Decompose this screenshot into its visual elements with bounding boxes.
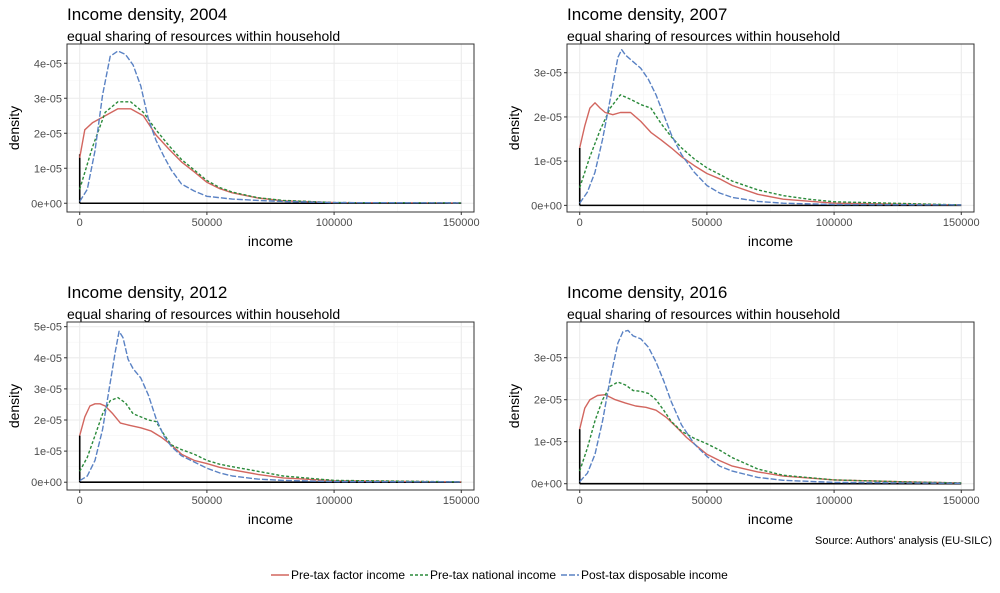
y-tick-label: 4e-05 [34,353,62,365]
y-tick-label: 3e-05 [534,68,562,80]
legend-label: Post-tax disposable income [581,568,728,582]
series-line-disposable [579,49,962,206]
y-tick-label: 2e-05 [534,112,562,124]
x-tick-label: 150000 [443,495,480,507]
y-tick-label: 0e+00 [31,198,62,210]
series-line-factor [579,102,962,206]
plot-frame [566,321,975,491]
x-axis-title: income [748,233,793,249]
legend-item-factor: Pre-tax factor income [271,568,405,582]
series-line-disposable [579,329,962,484]
chart-panel-4: Income density, 2016 equal sharing of res… [506,283,980,527]
series-line-national [579,94,962,206]
x-tick-label: 0 [577,495,583,507]
x-tick-label: 150000 [443,217,480,229]
y-tick-label: 3e-05 [34,93,62,105]
y-axis-title: density [6,106,22,150]
x-axis-title: income [248,511,293,527]
panel-subtitle: equal sharing of resources within househ… [567,28,840,44]
y-axis-title: density [506,384,522,428]
plot-frame [66,321,475,491]
legend-item-national: Pre-tax national income [410,568,556,582]
x-tick-label: 50000 [692,217,723,229]
y-axis-title: density [506,106,522,150]
x-tick-label: 0 [77,217,83,229]
series-line-factor [79,403,462,483]
series-line-national [79,101,462,204]
x-axis-title: income [748,511,793,527]
x-tick-label: 100000 [816,217,853,229]
legend: Pre-tax factor income Pre-tax national in… [271,568,728,582]
x-tick-label: 150000 [943,217,980,229]
x-tick-label: 100000 [816,495,853,507]
x-tick-label: 100000 [316,495,353,507]
y-tick-label: 4e-05 [34,58,62,70]
x-tick-label: 50000 [692,495,723,507]
y-tick-label: 2e-05 [34,415,62,427]
panel-subtitle: equal sharing of resources within househ… [67,28,340,44]
x-tick-label: 0 [577,217,583,229]
series-line-disposable [79,50,462,204]
y-tick-label: 1e-05 [534,437,562,449]
gridlines [67,44,474,212]
y-axis-title: density [6,384,22,428]
y-tick-label: 0e+00 [531,479,562,491]
x-tick-label: 150000 [943,495,980,507]
y-tick-label: 5e-05 [34,322,62,334]
legend-label: Pre-tax national income [430,568,556,582]
panel-subtitle: equal sharing of resources within househ… [67,306,340,322]
plot-frame [566,43,975,213]
y-tick-label: 1e-05 [34,446,62,458]
x-tick-label: 0 [77,495,83,507]
panel-title: Income density, 2016 [567,283,727,302]
panel-title: Income density, 2012 [67,283,227,302]
y-tick-label: 3e-05 [34,384,62,396]
series-line-factor [579,394,962,484]
y-tick-label: 1e-05 [34,163,62,175]
y-tick-label: 2e-05 [34,128,62,140]
chart-panel-3: Income density, 2012 equal sharing of res… [6,283,480,527]
source-caption: Source: Authors' analysis (EU-SILC) [815,535,992,547]
y-tick-label: 3e-05 [534,353,562,365]
chart-panel-2: Income density, 2007 equal sharing of res… [506,5,980,249]
plot-frame [66,43,475,213]
panel-subtitle: equal sharing of resources within househ… [567,306,840,322]
y-tick-label: 0e+00 [31,477,62,489]
y-tick-label: 0e+00 [531,200,562,212]
panel-title: Income density, 2007 [567,5,727,24]
legend-label: Pre-tax factor income [291,568,405,582]
x-tick-label: 100000 [316,217,353,229]
y-tick-label: 1e-05 [534,156,562,168]
x-tick-label: 50000 [192,217,223,229]
x-tick-label: 50000 [192,495,223,507]
x-axis-title: income [248,233,293,249]
chart-panel-1: Income density, 2004 equal sharing of res… [6,5,480,249]
series-line-disposable [79,330,462,483]
panel-title: Income density, 2004 [67,5,227,24]
legend-item-disposable: Post-tax disposable income [561,568,728,582]
y-tick-label: 2e-05 [534,395,562,407]
